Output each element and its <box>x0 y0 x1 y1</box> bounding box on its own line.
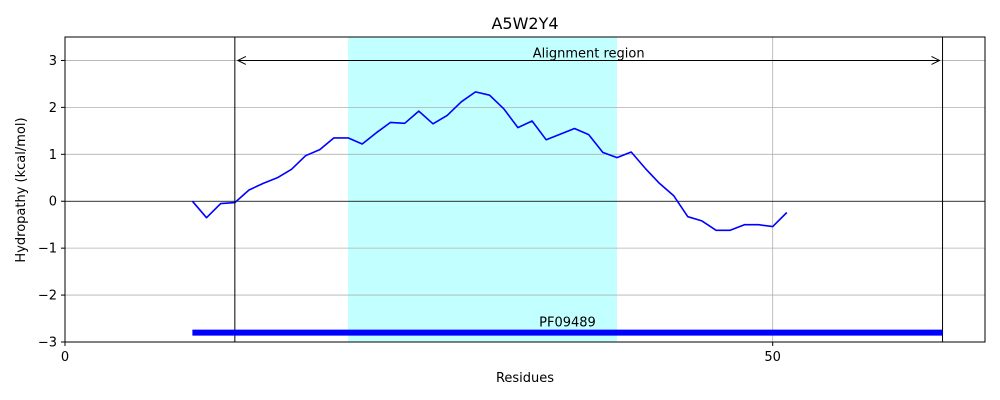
y-tick-label: −2 <box>38 289 57 304</box>
hydropathy-line <box>191 91 788 232</box>
alignment-label: Alignment region <box>533 46 645 61</box>
alignment-arrow-left-head <box>236 56 247 65</box>
series-layer <box>191 91 788 232</box>
y-tick-label: −1 <box>38 242 57 257</box>
alignment-arrow-right-head <box>931 56 941 65</box>
domain-label: PF09489 <box>539 316 596 331</box>
highlight-region <box>348 37 617 342</box>
x-tick-label: 0 <box>61 350 69 365</box>
plot-frame <box>64 36 986 343</box>
annotation-layer: Alignment region PF09489 <box>192 37 944 342</box>
y-tick-label: −3 <box>38 336 57 351</box>
x-tick-label: 50 <box>764 350 781 365</box>
y-tick-label: 0 <box>49 195 57 210</box>
grid-layer <box>64 37 985 343</box>
y-tick-label: 1 <box>49 148 57 163</box>
highlight-layer <box>348 37 617 342</box>
y-axis-label: Hydropathy (kcal/mol) <box>14 117 29 262</box>
chart-title: A5W2Y4 <box>491 14 558 33</box>
y-tick-label: 2 <box>49 101 57 116</box>
y-tick-label: 3 <box>49 54 57 69</box>
tick-layer: −3 −2 −1 0 1 2 3 0 50 <box>38 54 781 365</box>
x-axis-label: Residues <box>496 371 554 386</box>
